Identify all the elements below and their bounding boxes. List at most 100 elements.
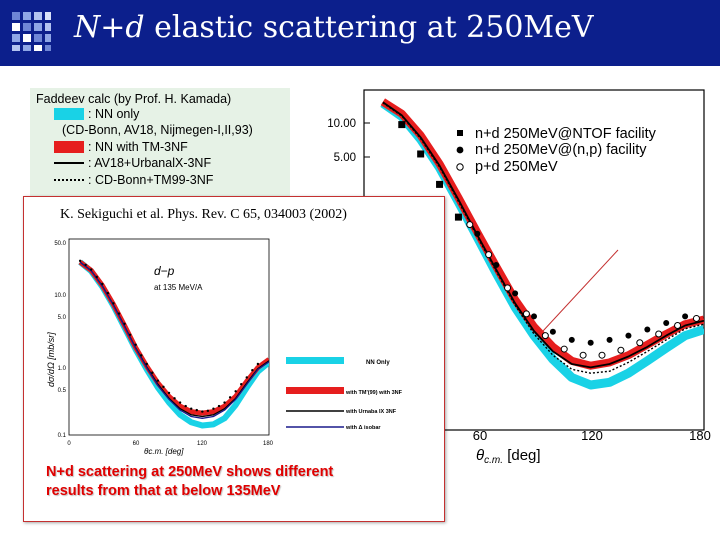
- point-filled: [587, 339, 594, 346]
- inset-label-energy: at 135 MeV/A: [154, 283, 203, 292]
- point-square: [398, 121, 406, 129]
- point-open: [655, 330, 663, 338]
- legend-header: Faddeev calc (by Prof. H. Kamada): [36, 92, 232, 106]
- main-xtick-120: 120: [581, 428, 603, 443]
- inset-marks: [78, 259, 269, 429]
- point-filled: [206, 409, 210, 413]
- point-filled: [644, 326, 651, 333]
- point-filled: [223, 401, 226, 404]
- point-filled: [156, 379, 160, 382]
- point-filled: [162, 385, 165, 389]
- main-legend-open-marker: [456, 163, 464, 171]
- point-filled: [568, 336, 575, 343]
- point-filled: [201, 410, 204, 413]
- curve-with-isobar: [79, 261, 269, 419]
- inset-xtick-180: 180: [263, 441, 274, 447]
- calc-legend-box: Faddeev calc (by Prof. H. Kamada) : NN o…: [30, 88, 290, 200]
- point-filled: [245, 376, 248, 379]
- point-filled: [167, 391, 171, 395]
- main-chart: 10.00 5.00 60 120 180 θc.m. [deg] n+d 25…: [327, 89, 711, 466]
- curve-cd-bonn-tm99-3nf: [382, 102, 704, 374]
- legend-tm: : NN with TM-3NF: [88, 140, 188, 154]
- main-xtick-180: 180: [689, 428, 711, 443]
- point-open: [674, 321, 682, 329]
- point-filled: [512, 290, 519, 297]
- inset-xtick-120: 120: [197, 441, 208, 447]
- main-legend: n+d 250MeV@NTOF facility n+d 250MeV@(n,p…: [456, 126, 657, 175]
- point-filled: [128, 333, 132, 336]
- title-rest: elastic scattering at 250MeV: [144, 10, 594, 45]
- point-filled: [90, 268, 93, 271]
- point-filled: [134, 343, 137, 346]
- inset-legend-delta: with Δ isobar: [345, 425, 381, 431]
- inset-legend-tm: with TM'(99) with 3NF: [345, 390, 403, 396]
- point-filled: [173, 397, 176, 400]
- point-filled: [123, 322, 126, 325]
- main-ytick-10: 10.00: [327, 118, 356, 130]
- point-filled: [117, 312, 121, 315]
- point-filled: [549, 328, 556, 335]
- main-axes: 10.00 5.00 60 120 180 θc.m. [deg]: [327, 89, 711, 466]
- main-legend-dot-marker: [456, 146, 464, 154]
- point-filled: [84, 263, 87, 267]
- legend-urbana: : AV18+UrbanalX-3NF: [88, 156, 212, 170]
- clipped-marks: [78, 259, 269, 429]
- inset-ytick-5: 5.0: [58, 315, 67, 321]
- inset-panel: K. Sekiguchi et al. Phys. Rev. C 65, 034…: [23, 196, 445, 522]
- inset-ylabel: dσ/dΩ [mb/sr]: [46, 332, 56, 387]
- conclusion-line-2: results from that at below 135MeV: [46, 483, 281, 499]
- main-ytick-5: 5.00: [334, 152, 356, 164]
- point-open: [636, 339, 644, 347]
- main-xtick-60: 60: [473, 428, 487, 443]
- legend-nn-only-sub: (CD-Bonn, AV18, Nijmegen-I,II,93): [62, 123, 253, 137]
- point-square: [417, 150, 425, 158]
- point-filled: [178, 401, 182, 404]
- conclusion-text: N+d scattering at 250MeV shows different…: [46, 463, 333, 501]
- callout-line: [542, 249, 619, 332]
- point-filled: [151, 371, 154, 374]
- inset-xtick-0: 0: [67, 441, 71, 447]
- inset-ytick-0_5: 0.5: [58, 388, 67, 394]
- point-open: [541, 332, 549, 340]
- point-filled: [195, 408, 198, 412]
- point-filled: [217, 404, 221, 408]
- main-legend-np: n+d 250MeV@(n,p) facility: [475, 142, 647, 158]
- inset-xtick-60: 60: [133, 441, 140, 447]
- inset-chart: 50.0 10.0 5.0 1.0 0.5 0.1 0 60 120 180 θ…: [46, 238, 403, 456]
- point-filled: [112, 302, 115, 305]
- main-legend-ntof: n+d 250MeV@NTOF facility: [475, 126, 657, 142]
- legend-nn-only: : NN only: [88, 107, 140, 121]
- main-marks: [380, 98, 704, 390]
- conclusion-line-1: N+d scattering at 250MeV shows different: [46, 464, 334, 480]
- point-filled: [212, 407, 215, 410]
- point-open: [598, 351, 606, 359]
- point-filled: [256, 362, 260, 366]
- point-filled: [101, 282, 104, 286]
- point-filled: [663, 320, 670, 327]
- inset-legend-swatch-tm: [286, 387, 344, 394]
- point-open: [692, 314, 700, 322]
- inset-legend: NN Only with TM'(99) with 3NF with Urnab…: [286, 357, 403, 431]
- inset-ytick-0_1: 0.1: [58, 433, 67, 439]
- point-filled: [228, 396, 232, 399]
- inset-label-reaction: d−p: [154, 264, 175, 278]
- point-filled: [184, 404, 187, 408]
- point-filled: [240, 383, 243, 386]
- inset-legend-swatch-nn: [286, 357, 344, 364]
- point-open: [579, 351, 587, 359]
- point-filled: [531, 313, 537, 320]
- point-open: [522, 310, 530, 318]
- point-filled: [95, 275, 98, 279]
- point-filled: [474, 230, 481, 237]
- clipped-marks: [380, 98, 704, 390]
- point-filled: [493, 261, 500, 268]
- point-filled: [682, 313, 689, 320]
- point-filled: [140, 354, 143, 357]
- point-filled: [78, 259, 82, 263]
- point-filled: [625, 332, 632, 339]
- inset-legend-nn: NN Only: [366, 360, 390, 366]
- point-filled: [606, 336, 613, 343]
- point-square: [436, 180, 444, 188]
- curve-av18-urbanaix-3nf: [382, 101, 704, 369]
- main-xlabel: θc.m. [deg]: [476, 447, 541, 466]
